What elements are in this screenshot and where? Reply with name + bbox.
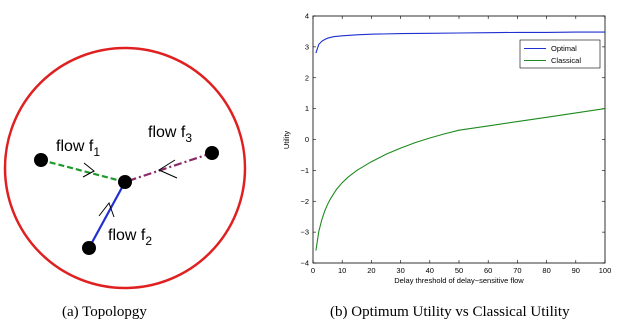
flow-3-label: flow f3 bbox=[148, 124, 192, 145]
legend-label-classical: Classical bbox=[551, 56, 581, 65]
caption-utility: (b) Optimum Utility vs Classical Utility bbox=[330, 304, 570, 320]
utility-chart: 0 10 20 30 40 50 60 70 80 90 100 −4 −3 −2 −1 0 1 2 3 4 Dela… bbox=[282, 12, 611, 286]
x-tick-label: 60 bbox=[484, 266, 492, 275]
flow-1-link bbox=[40, 158, 126, 184]
legend-label-optimal: Optimal bbox=[551, 44, 577, 53]
flow-2-link bbox=[88, 181, 126, 249]
y-tick-label: 4 bbox=[305, 12, 309, 21]
coverage-circle bbox=[3, 46, 247, 290]
flow-2-arrow bbox=[98, 201, 115, 218]
legend-box bbox=[519, 39, 601, 69]
topology-panel: flow f1 flow f3 flow f2 bbox=[3, 46, 247, 290]
y-tick-label: −1 bbox=[300, 166, 309, 175]
series-lines bbox=[315, 31, 606, 251]
x-tick-label: 10 bbox=[338, 266, 346, 275]
source-node-2 bbox=[82, 241, 96, 255]
axis-ticks: 0 10 20 30 40 50 60 70 80 90 100 −4 −3 −2 −1 0 1 2 3 4 bbox=[300, 12, 611, 276]
y-axis-label: Utility bbox=[282, 131, 291, 150]
flow-2-label: flow f2 bbox=[108, 227, 152, 248]
y-tick-label: 0 bbox=[305, 135, 309, 144]
x-tick-label: 90 bbox=[572, 266, 580, 275]
y-tick-label: −4 bbox=[300, 259, 309, 268]
flow-3-link bbox=[124, 151, 213, 184]
x-tick-label: 0 bbox=[311, 266, 315, 275]
flow-1-arrow bbox=[82, 162, 95, 178]
x-tick-label: 30 bbox=[396, 266, 404, 275]
x-axis-label: Delay threshold of delay−sensitive flow bbox=[394, 276, 524, 285]
y-tick-label: 2 bbox=[305, 73, 309, 82]
flow-3-arrow bbox=[157, 159, 178, 179]
center-node bbox=[118, 175, 132, 189]
legend: Optimal Classical bbox=[519, 39, 601, 69]
y-tick-label: 3 bbox=[305, 42, 309, 51]
series-line-optimal bbox=[315, 31, 605, 54]
flow-1-label: flow f1 bbox=[56, 138, 100, 159]
caption-topology: (a) Topolopgy bbox=[62, 304, 147, 320]
source-node-3 bbox=[205, 146, 219, 160]
y-tick-label: 1 bbox=[305, 104, 309, 113]
x-tick-label: 80 bbox=[542, 266, 550, 275]
x-tick-label: 20 bbox=[367, 266, 375, 275]
source-node-1 bbox=[34, 153, 48, 167]
series-line-classical bbox=[315, 108, 606, 251]
y-tick-label: −2 bbox=[300, 197, 309, 206]
x-tick-label: 70 bbox=[513, 266, 521, 275]
x-tick-label: 50 bbox=[455, 266, 463, 275]
x-tick-label: 40 bbox=[426, 266, 434, 275]
y-tick-label: −3 bbox=[300, 228, 309, 237]
x-tick-label: 100 bbox=[599, 266, 612, 275]
